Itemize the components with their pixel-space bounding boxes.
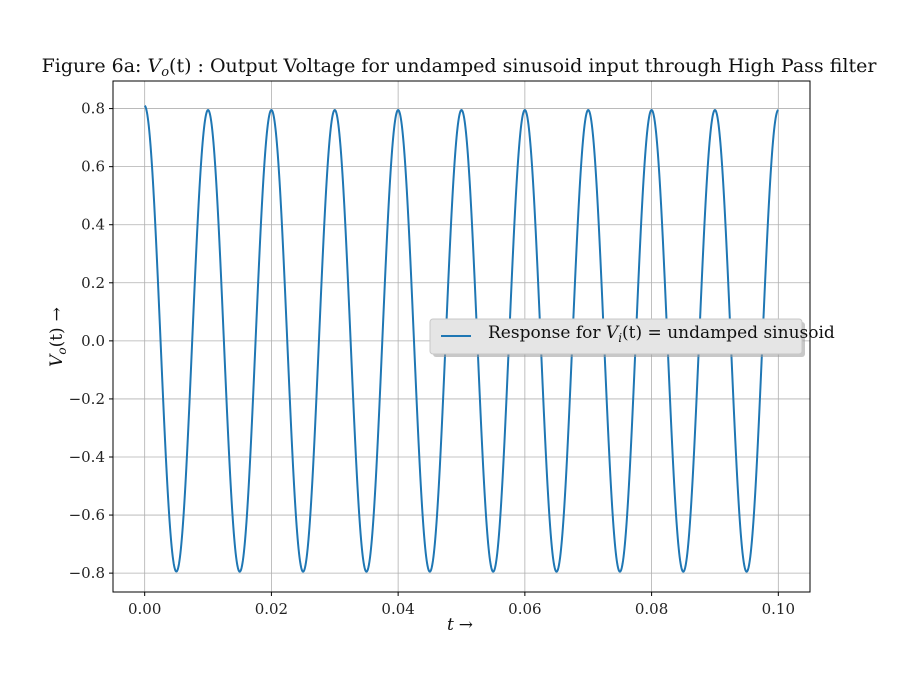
y-tick-label: 0.4 (81, 216, 105, 234)
series-line (143, 104, 779, 573)
x-tick-label: 0.10 (762, 600, 795, 618)
title-prefix: Figure 6a: (42, 55, 148, 77)
x-tick-label: 0.08 (635, 600, 668, 618)
y-tick-label: 0.0 (81, 332, 105, 350)
legend-label: Response for Vi(t) = undamped sinusoid (488, 323, 835, 345)
y-tick-label: −0.6 (69, 506, 105, 524)
title-suffix: : Output Voltage for undamped sinusoid i… (192, 55, 878, 77)
y-tick-label: 0.8 (81, 100, 105, 118)
legend-label-arg: (t) (622, 323, 642, 343)
y-tick-label: −0.8 (69, 564, 105, 582)
legend-label-suffix: = undamped sinusoid (642, 323, 835, 343)
legend-label-sub: i (618, 331, 622, 345)
series-layer (143, 104, 779, 573)
y-axis-label-sub: o (55, 347, 69, 354)
x-axis-label-symbol: t (447, 615, 454, 635)
x-tick-label: 0.06 (508, 600, 541, 618)
legend-label-symbol: V (606, 323, 620, 343)
x-ticks: 0.00 0.02 0.04 0.06 0.08 0.10 (128, 592, 795, 618)
chart-title: Figure 6a: Vo(t) : Output Voltage for un… (42, 55, 878, 80)
y-tick-label: −0.2 (69, 390, 105, 408)
title-symbol-arg: (t) (169, 55, 191, 77)
axes-frame (112, 80, 811, 593)
y-tick-label: −0.4 (69, 448, 105, 466)
x-axis-label: t → (447, 615, 473, 635)
legend-box (429, 318, 803, 355)
y-axis-label-symbol: V (47, 353, 67, 367)
x-tick-label: 0.04 (381, 600, 414, 618)
y-axis-label: Vo(t) → (47, 307, 69, 367)
title-symbol: V (147, 55, 163, 77)
y-ticks: −0.8 −0.6 −0.4 −0.2 0.0 0.2 0.4 0.6 0.8 (69, 100, 113, 582)
title-symbol-sub: o (161, 65, 169, 80)
y-tick-label: 0.2 (81, 274, 105, 292)
legend-label-prefix: Response for (488, 323, 606, 343)
y-tick-label: 0.6 (81, 158, 105, 176)
y-axis-label-arrow: → (47, 307, 67, 321)
y-axis-label-arg: (t) (47, 327, 67, 347)
x-tick-label: 0.02 (255, 600, 288, 618)
legend: Response for Vi(t) = undamped sinusoid (429, 318, 835, 357)
x-tick-label: 0.00 (128, 600, 161, 618)
x-axis-label-arrow: → (459, 615, 473, 635)
